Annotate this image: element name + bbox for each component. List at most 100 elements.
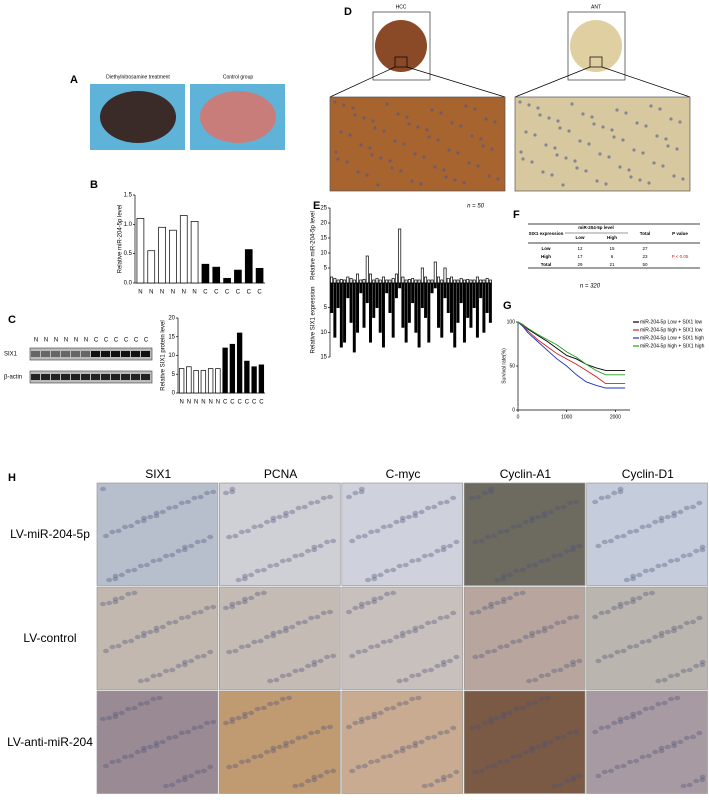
cell-nucleus: [283, 510, 289, 516]
cell-nucleus: [292, 553, 299, 559]
cell-nucleus: [330, 768, 337, 774]
cell-nucleus: [257, 753, 264, 759]
x-tick-label: N: [160, 290, 164, 296]
cell-nucleus: [305, 778, 311, 784]
bar: [200, 370, 207, 394]
cell-nucleus: [507, 595, 513, 601]
bar: [229, 343, 236, 394]
cell-nucleus: [490, 147, 494, 151]
cell-nucleus: [475, 724, 482, 730]
bar: [336, 282, 340, 309]
cell-nucleus: [384, 568, 390, 574]
cell-nucleus: [487, 174, 491, 178]
bar: [488, 279, 492, 284]
cell-nucleus: [462, 181, 466, 185]
cell-nucleus: [260, 567, 267, 573]
y-axis-label: Relative miR-204-5p level: [118, 205, 124, 274]
cell-nucleus: [355, 649, 362, 655]
bar: [375, 278, 379, 284]
cell-nucleus: [393, 634, 400, 640]
bar: [372, 282, 376, 318]
cell-nucleus: [570, 774, 577, 780]
cell-nucleus: [368, 146, 372, 150]
cell-nucleus: [175, 548, 182, 554]
column-header: PCNA: [264, 467, 297, 481]
cell-nucleus: [620, 763, 627, 769]
cell-nucleus: [301, 504, 308, 510]
bar: [330, 282, 334, 313]
cell-nucleus: [308, 500, 315, 506]
bar: [479, 279, 483, 284]
cell-nucleus: [172, 619, 179, 625]
cell-nucleus: [440, 777, 447, 783]
cell-nucleus: [207, 649, 214, 655]
cell-nucleus: [128, 523, 135, 529]
blot-band: [121, 351, 130, 357]
cell-nucleus: [604, 494, 611, 500]
lane-label: N: [34, 338, 38, 344]
cell-nucleus: [604, 182, 608, 186]
cell-nucleus: [229, 604, 236, 610]
ihc-image: [341, 586, 464, 690]
cell-nucleus: [439, 111, 443, 115]
panel-label: C: [8, 314, 16, 326]
cell-nucleus: [433, 165, 437, 169]
cell-nucleus: [115, 528, 122, 534]
zoom-line: [329, 66, 396, 98]
zoom-box: [589, 56, 603, 68]
cell-nucleus: [365, 577, 371, 583]
cell-nucleus: [671, 513, 677, 519]
cell-nucleus: [554, 735, 561, 741]
cell-nucleus: [527, 103, 531, 107]
cell-nucleus: [478, 653, 485, 659]
cell-nucleus: [282, 628, 289, 634]
bar: [169, 229, 177, 284]
cell-nucleus: [380, 754, 387, 760]
cell-nucleus: [418, 739, 425, 745]
legend-label: miR-204-5p high + SIX1 high: [640, 343, 705, 349]
bar: [424, 282, 428, 318]
cell-nucleus: [371, 573, 378, 579]
cell-nucleus: [467, 161, 471, 165]
cell-nucleus: [348, 133, 352, 137]
cell-nucleus: [298, 667, 305, 673]
cell-nucleus: [671, 510, 678, 516]
bar: [475, 276, 479, 284]
cell-nucleus: [355, 534, 362, 540]
cell-nucleus: [194, 654, 201, 660]
cell-nucleus: [241, 714, 248, 720]
cell-nucleus: [469, 495, 476, 501]
liver-photo: [200, 91, 276, 143]
cell-nucleus: [223, 605, 229, 611]
cell-nucleus: [264, 519, 270, 525]
cell-nucleus: [639, 524, 646, 530]
cell-nucleus: [352, 605, 359, 611]
cell-nucleus: [645, 753, 652, 759]
bar: [388, 279, 392, 284]
cell-nucleus: [122, 639, 128, 645]
cell-nucleus: [393, 139, 397, 143]
bar: [462, 279, 466, 284]
x-tick-label: N: [194, 400, 198, 406]
cell-nucleus: [374, 758, 381, 764]
x-tick-label: C: [257, 290, 262, 296]
cell-nucleus: [693, 663, 700, 669]
cell-nucleus: [396, 563, 403, 569]
bar: [391, 282, 395, 338]
cell-nucleus: [544, 695, 551, 701]
cell-nucleus: [630, 711, 637, 717]
cell-nucleus: [658, 633, 665, 639]
cell-nucleus: [172, 504, 179, 510]
cell-nucleus: [387, 753, 393, 759]
x-tick-label: 0: [517, 414, 520, 420]
cell-nucleus: [112, 596, 119, 602]
column-header: SIX1: [145, 467, 171, 481]
cell-nucleus: [538, 113, 542, 117]
cell-nucleus: [159, 739, 166, 745]
x-tick-label: N: [187, 400, 191, 406]
cell-nucleus: [109, 759, 116, 765]
cell-nucleus: [314, 729, 321, 735]
ihc-image: [96, 586, 219, 690]
cell-nucleus: [671, 740, 678, 746]
cell-nucleus: [153, 628, 160, 634]
